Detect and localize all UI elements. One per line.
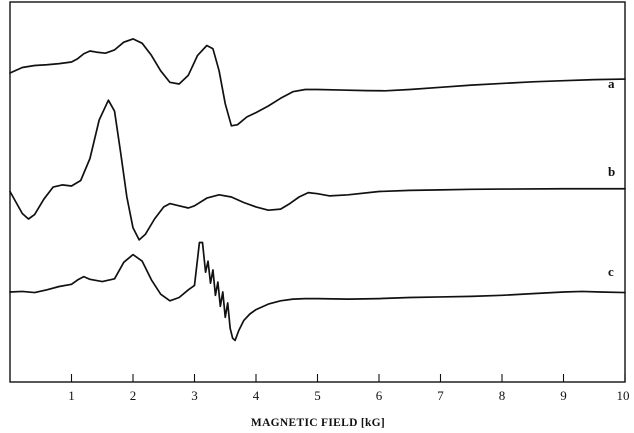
series-b-label: b	[608, 164, 615, 179]
x-tick-label-6: 6	[376, 388, 383, 403]
x-axis-label: MAGNETIC FIELD [kG]	[251, 417, 385, 429]
series-a-label: a	[608, 76, 615, 91]
series-labels: a b c	[608, 76, 615, 279]
series-c-line	[9, 241, 626, 342]
x-tick-label-8: 8	[499, 388, 506, 403]
x-tick-label-4: 4	[253, 388, 260, 403]
series-b-line	[9, 99, 626, 241]
x-tick-label-2: 2	[130, 388, 137, 403]
x-tick-label-5: 5	[314, 388, 321, 403]
series-a-line	[9, 38, 626, 127]
x-tick-label-7: 7	[437, 388, 444, 403]
series-c-label: c	[608, 264, 614, 279]
x-tick-label-9: 9	[560, 388, 567, 403]
curves-layer	[9, 38, 626, 342]
x-axis-ticks: 1 2 3 4 5 6 7 8 9 10	[68, 374, 630, 403]
x-tick-label-10: 10	[617, 388, 630, 403]
x-tick-label-3: 3	[191, 388, 198, 403]
plot-frame	[9, 1, 626, 383]
x-tick-label-1: 1	[68, 388, 75, 403]
